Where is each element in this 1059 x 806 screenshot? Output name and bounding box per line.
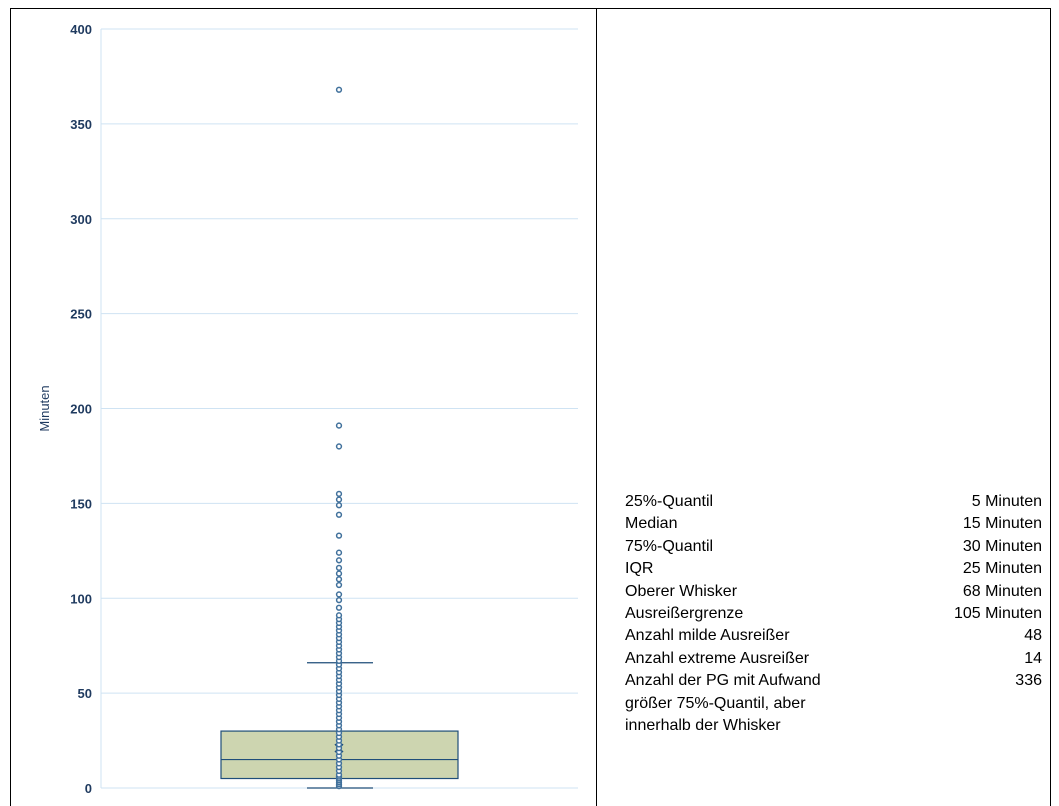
y-tick-label-200: 200 <box>70 402 92 417</box>
stat-value: 336 <box>1015 672 1042 690</box>
stat-label: Anzahl der PG mit Aufwand <box>625 672 821 690</box>
outlier-point-54 <box>335 570 343 577</box>
outlier-point-63 <box>335 443 343 450</box>
y-tick-labels: 0 50 100 150 200 250 300 350 400 <box>70 22 92 796</box>
stat-row: Anzahl milde Ausreißer 48 <box>625 625 1045 647</box>
stat-value <box>1042 693 1045 715</box>
outlier-point-56 <box>335 557 343 564</box>
boxplot-svg: 0 50 100 150 200 250 300 350 400 Minuten <box>37 22 578 796</box>
outlier-point-60 <box>335 502 343 509</box>
outlier-point-51 <box>335 591 343 598</box>
y-tick-label-350: 350 <box>70 117 92 132</box>
y-tick-label-50: 50 <box>78 686 92 701</box>
column-divider <box>596 8 597 806</box>
outlier-point-64 <box>335 422 343 429</box>
stat-row: größer 75%-Quantil, aber <box>625 693 1045 715</box>
outlier-point-53 <box>335 576 343 583</box>
stat-row: Median 15 Minuten <box>625 513 1045 535</box>
stat-row: IQR 25 Minuten <box>625 558 1045 580</box>
stat-row: innerhalb der Whisker <box>625 715 1045 737</box>
stat-label: Ausreißergrenze <box>625 604 744 622</box>
stat-value: 105 Minuten <box>953 604 1042 622</box>
outlier-points <box>335 86 343 790</box>
outlier-point-55 <box>335 564 343 572</box>
outlier-point-48 <box>335 612 343 619</box>
stat-row: Ausreißergrenze 105 Minuten <box>625 603 1045 625</box>
stat-label: Anzahl extreme Ausreißer <box>625 649 810 667</box>
stat-value: 30 Minuten <box>962 537 1042 555</box>
stat-value: 5 Minuten <box>971 493 1042 510</box>
stat-label: größer 75%-Quantil, aber <box>625 694 806 712</box>
stat-label: Median <box>625 515 678 533</box>
outlier-point-62 <box>335 490 343 498</box>
y-tick-label-250: 250 <box>70 307 92 322</box>
outlier-point-50 <box>335 596 343 604</box>
stat-value: 68 Minuten <box>962 582 1042 600</box>
statistics-table: 25%-Quantil 5 Minuten Median 15 Minuten 75%-… <box>625 491 1045 737</box>
outlier-point-65 <box>335 86 343 93</box>
stat-label: innerhalb der Whisker <box>625 716 781 734</box>
outlier-point-49 <box>335 604 343 611</box>
stat-label: 25%-Quantil <box>625 493 714 510</box>
stat-value: 14 <box>1024 649 1042 667</box>
outlier-point-61 <box>335 496 343 503</box>
stat-row: 25%-Quantil 5 Minuten <box>625 491 1045 513</box>
outlier-point-58 <box>335 532 343 539</box>
y-tick-label-0: 0 <box>85 781 92 796</box>
stat-value <box>1042 715 1045 737</box>
y-tick-label-300: 300 <box>70 212 92 227</box>
stat-label: IQR <box>625 560 654 578</box>
y-tick-label-400: 400 <box>70 22 92 37</box>
stat-row: Anzahl extreme Ausreißer 14 <box>625 648 1045 670</box>
boxplot-chart: 0 50 100 150 200 250 300 350 400 Minuten <box>11 9 596 806</box>
stat-row: 75%-Quantil 30 Minuten <box>625 536 1045 558</box>
stat-label: Anzahl milde Ausreißer <box>625 627 790 645</box>
outlier-point-52 <box>335 581 343 589</box>
stat-label: Oberer Whisker <box>625 582 738 600</box>
outlier-point-57 <box>335 549 343 556</box>
stat-value: 25 Minuten <box>962 560 1042 578</box>
stat-label: 75%-Quantil <box>625 537 714 555</box>
y-tick-label-150: 150 <box>70 496 92 511</box>
stat-value: 15 Minuten <box>962 515 1042 533</box>
table-frame <box>10 8 1051 806</box>
stat-row: Oberer Whisker 68 Minuten <box>625 581 1045 603</box>
stat-value: 48 <box>1024 627 1042 645</box>
outlier-point-59 <box>335 511 343 518</box>
y-tick-label-100: 100 <box>70 591 92 606</box>
y-axis-title: Minuten <box>37 385 52 431</box>
stat-row: Anzahl der PG mit Aufwand 336 <box>625 670 1045 692</box>
